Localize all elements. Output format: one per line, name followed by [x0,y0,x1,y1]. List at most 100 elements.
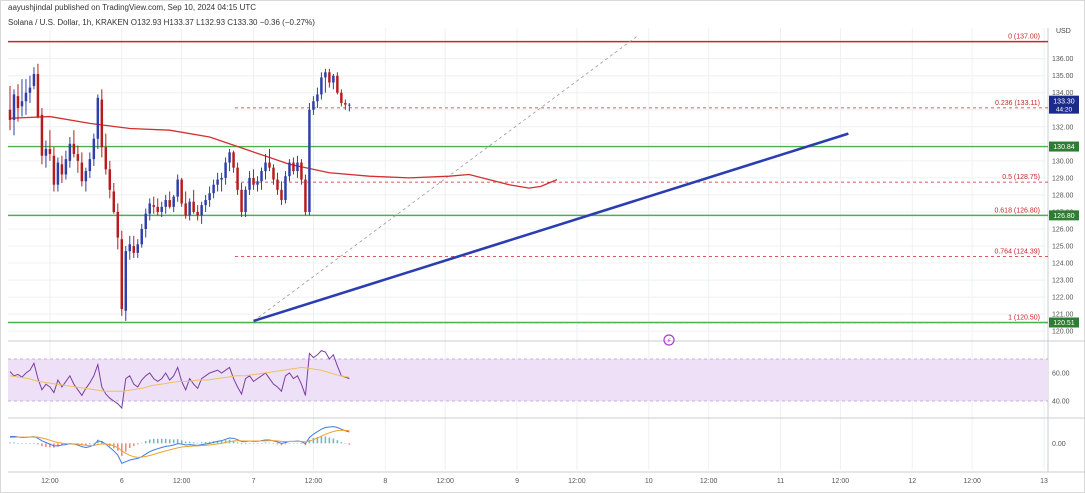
candle [324,72,327,78]
candle [96,97,100,139]
candle [100,99,104,148]
candle [124,251,128,311]
macd-histogram-bar [57,443,59,447]
macd-histogram-bar [224,440,227,444]
rsi-line [9,350,350,410]
candle [332,75,335,83]
publisher-line: aayushjindal published on TradingView.co… [8,3,257,12]
time-tick-label: 8 [383,478,387,485]
price-tick-label: 125.00 [1052,244,1074,251]
candle [76,154,80,161]
candle [132,246,135,253]
candle [16,96,20,109]
symbol-info-line: Solana / U.S. Dollar, 1h, KRAKEN O132.93… [8,18,315,27]
candle [268,162,271,168]
fib-level-label: 0 (137.00) [1008,34,1040,41]
support-price-tag [1049,317,1079,328]
macd-histogram-bar [236,442,239,444]
macd-histogram-bar [340,442,343,444]
time-tick-label: 12:00 [173,478,191,485]
candle [12,94,16,120]
candle [164,200,167,207]
macd-histogram-bar [156,438,159,444]
macd-histogram-bar [45,443,47,447]
moving-average-line [9,115,558,189]
price-tick-label: 120.00 [1052,329,1074,336]
candle [60,164,64,175]
fib-level-label: 1 (120.50) [1008,315,1040,322]
candle [276,179,279,190]
macd-histogram-bar [160,438,163,444]
candle [228,152,231,163]
candle [160,206,163,212]
macd-histogram-bar [272,443,275,444]
time-tick-label: 6 [120,478,124,485]
macd-histogram-bar [132,443,135,446]
candle [68,143,72,161]
macd-histogram-bar [260,443,263,444]
macd-line [9,426,350,464]
macd-histogram-bar [344,443,347,444]
rsi-ma-line [9,366,350,392]
price-tick-label: 130.00 [1052,158,1074,165]
candle [52,155,56,185]
macd-histogram-bar [296,443,299,444]
candle [312,101,315,110]
candle [180,179,183,204]
macd-histogram-bar [232,440,235,444]
candle [288,162,291,177]
time-tick-label: 7 [252,478,256,485]
support-price-label: 130.84 [1053,144,1075,151]
time-tick-label: 12:00 [963,478,981,485]
macd-histogram-bar [312,437,315,444]
macd-histogram-bar [220,440,223,444]
candle [252,177,255,185]
candle [84,171,88,182]
price-tick-label: 124.00 [1052,261,1074,268]
macd-histogram-bar [164,438,167,444]
candle [184,203,187,216]
candle [336,75,339,93]
macd-histogram-bar [208,441,211,444]
candle [296,162,299,172]
support-price-label: 120.51 [1053,320,1075,327]
macd-histogram-bar [180,440,183,444]
candle [232,152,235,168]
trendline [253,132,849,323]
candle [24,92,28,102]
countdown-label: 44:20 [1056,107,1073,114]
macd-histogram-bar [240,443,243,445]
candle [112,191,116,212]
time-tick-label: 9 [515,478,519,485]
macd-histogram-bar [268,442,271,444]
candle [40,114,44,156]
candle [200,205,203,216]
alert-icon-glyph: ⚡ [667,337,672,345]
candle [256,181,259,185]
rsi-band [8,359,1048,401]
macd-histogram-bar [188,441,191,444]
candle [48,148,52,155]
candle [168,200,171,207]
macd-histogram-bar [328,437,331,444]
support-price-label: 126.80 [1053,213,1075,220]
price-tick-label: 129.00 [1052,175,1074,182]
candle [300,162,303,180]
macd-histogram-bar [89,443,91,445]
time-tick-label: 12:00 [568,478,586,485]
candle [140,228,143,245]
candle [104,147,108,170]
candle [204,200,207,206]
candle [248,177,251,190]
candle [188,201,191,216]
time-tick-label: 12:00 [700,478,718,485]
candle [196,211,199,216]
macd-histogram-bar [252,443,255,444]
candle [80,162,84,182]
time-tick-label: 12:00 [41,478,59,485]
macd-histogram-bar [300,443,303,444]
macd-histogram-bar [116,443,119,451]
macd-histogram-bar [144,441,147,444]
macd-histogram-bar [61,443,63,446]
